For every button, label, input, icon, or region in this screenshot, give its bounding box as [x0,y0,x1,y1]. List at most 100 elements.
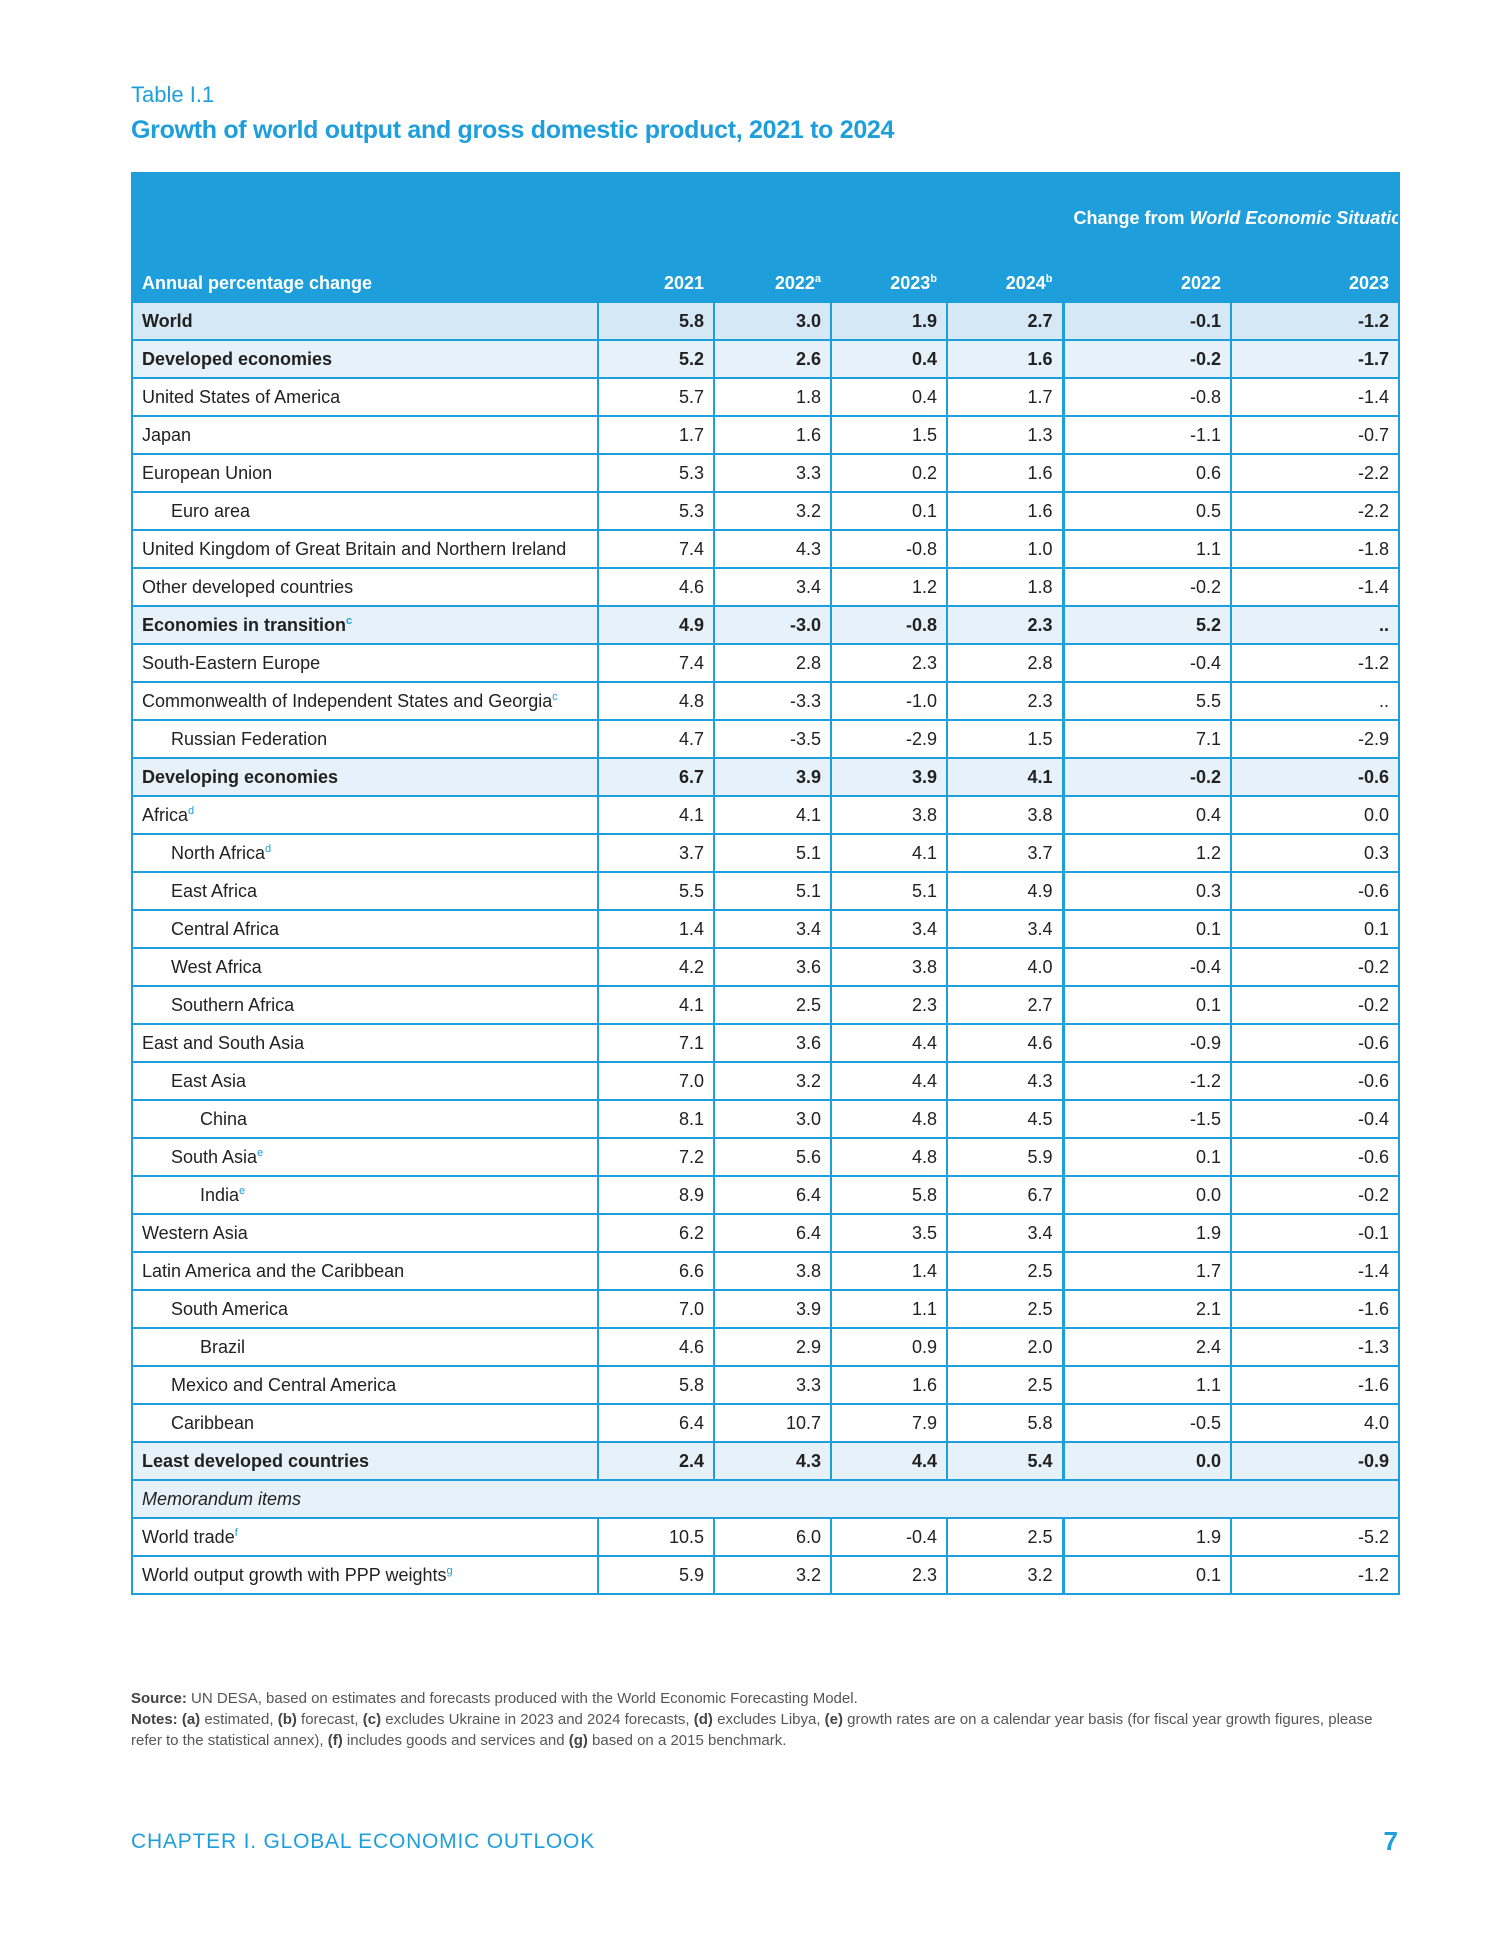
row-label: Least developed countries [131,1441,599,1481]
row-label-text: East and South Asia [142,1032,305,1053]
row-label-text: Russian Federation [171,728,328,749]
value-cell: -0.1 [1230,1213,1401,1253]
row-label-text: World [142,310,193,331]
value-cell: -0.1 [1062,301,1233,341]
table-row: China 8.1 3.0 4.8 4.5 -1.5 -0.4 [131,1099,1401,1139]
value-cell: -1.6 [1230,1289,1401,1329]
note-text: growth rates are on a calendar year basi… [131,1711,1373,1749]
column-header-text: 2022 [1180,272,1222,293]
value-cell: 7.1 [597,1023,715,1063]
row-label-text: European Union [142,462,273,483]
value-cell: 1.6 [945,491,1065,531]
value-cell: 2.5 [945,1251,1065,1291]
value-cell: 1.6 [945,339,1065,379]
value-cell: -0.6 [1230,871,1401,911]
value-cell: .. [1230,681,1401,721]
row-label: Developing economies [131,757,599,797]
value-cell: 0.0 [1230,795,1401,835]
value-cell: -1.3 [1230,1327,1401,1367]
table-row: Africad 4.1 4.1 3.8 3.8 0.4 0.0 [131,795,1401,835]
value-cell: 2.3 [830,985,948,1025]
table-row: South America 7.0 3.9 1.1 2.5 2.1 -1.6 [131,1289,1401,1329]
value-cell: 3.9 [830,757,948,797]
footnote-mark: a [814,272,821,285]
value-cell: 3.6 [713,947,832,987]
value-cell: -0.4 [1062,947,1233,987]
row-label: East Africa [131,871,599,911]
value-cell: 5.5 [597,871,715,911]
row-label-text: Memorandum items [142,1488,302,1509]
value-cell: 0.1 [1062,985,1233,1025]
column-header: 2024b [945,263,1065,303]
value-cell: 3.4 [713,909,832,949]
row-label-text: China [200,1108,248,1129]
row-label: World output growth with PPP weightsg [131,1555,599,1595]
value-cell: 5.1 [713,833,832,873]
value-cell: 3.9 [713,757,832,797]
value-cell: 5.3 [597,491,715,531]
value-cell: 5.9 [945,1137,1065,1177]
value-cell: 6.7 [945,1175,1065,1215]
row-label: Commonwealth of Independent States and G… [131,681,599,721]
value-cell: 0.2 [830,453,948,493]
value-cell: -0.7 [1230,415,1401,455]
value-cell: 5.1 [713,871,832,911]
column-header: 2022a [713,263,832,303]
column-header-text: 2023 [890,272,931,293]
value-cell: 0.1 [1062,1555,1233,1595]
footnote-mark: b [1045,272,1053,285]
column-header-text: 2022 [774,272,815,293]
table-row: United Kingdom of Great Britain and Nort… [131,529,1401,569]
value-cell: -0.2 [1230,1175,1401,1215]
value-cell: 0.3 [1230,833,1401,873]
value-cell: 4.1 [830,833,948,873]
column-header-row: Annual percentage change 2021 2022a 2023b 20… [131,263,1401,303]
row-label: South-Eastern Europe [131,643,599,683]
value-cell: 5.7 [597,377,715,417]
value-cell: -1.6 [1230,1365,1401,1405]
footnote-mark: d [188,804,195,817]
column-header-text: 2023 [1349,272,1390,293]
value-cell: 4.5 [945,1099,1065,1139]
row-label: Japan [131,415,599,455]
value-cell: 0.0 [1062,1441,1233,1481]
value-cell: -0.5 [1062,1403,1233,1443]
value-cell: 4.4 [830,1441,948,1481]
value-cell: 2.1 [1062,1289,1233,1329]
table-row: North Africad 3.7 5.1 4.1 3.7 1.2 0.3 [131,833,1401,873]
row-label: East and South Asia [131,1023,599,1063]
value-cell: -1.4 [1230,377,1401,417]
row-label-text: Latin America and the Caribbean [142,1260,405,1281]
value-cell: 2.5 [945,1289,1065,1329]
value-cell: 1.9 [1062,1517,1233,1557]
note-text: includes goods and services and [342,1732,565,1749]
value-cell: 4.7 [597,719,715,759]
value-cell: -1.5 [1062,1099,1233,1139]
value-cell: 6.6 [597,1251,715,1291]
row-label-text: East Africa [171,880,258,901]
value-cell: 1.1 [1062,1365,1233,1405]
value-cell: 0.4 [830,377,948,417]
table-row: Latin America and the Caribbean 6.6 3.8 1.4… [131,1251,1401,1291]
table-row: Other developed countries 4.6 3.4 1.2 1.8 -0.… [131,567,1401,607]
value-cell: 7.9 [830,1403,948,1443]
row-label-text: West Africa [171,956,262,977]
table-row: Western Asia 6.2 6.4 3.5 3.4 1.9 -0.1 [131,1213,1401,1253]
value-cell: 0.6 [1062,453,1233,493]
value-cell: 4.0 [1230,1403,1401,1443]
row-label: Russian Federation [131,719,599,759]
value-cell: -1.2 [1062,1061,1233,1101]
source-notes: Source: UN DESA, based on estimates and … [131,1688,1398,1751]
row-label-text: Euro area [171,500,251,521]
table-row: World output growth with PPP weightsg 5.9… [131,1555,1401,1595]
value-cell: 7.4 [597,643,715,683]
footnote-mark: b [930,272,937,285]
table-row: South-Eastern Europe 7.4 2.8 2.3 2.8 -0.4 -1.2 [131,643,1401,683]
value-cell: 3.3 [713,1365,832,1405]
value-cell: 3.5 [830,1213,948,1253]
value-cell: 2.3 [945,681,1065,721]
value-cell: 4.1 [713,795,832,835]
row-label-text: Developed economies [142,348,333,369]
value-cell: 4.3 [945,1061,1065,1101]
value-cell: 6.4 [597,1403,715,1443]
